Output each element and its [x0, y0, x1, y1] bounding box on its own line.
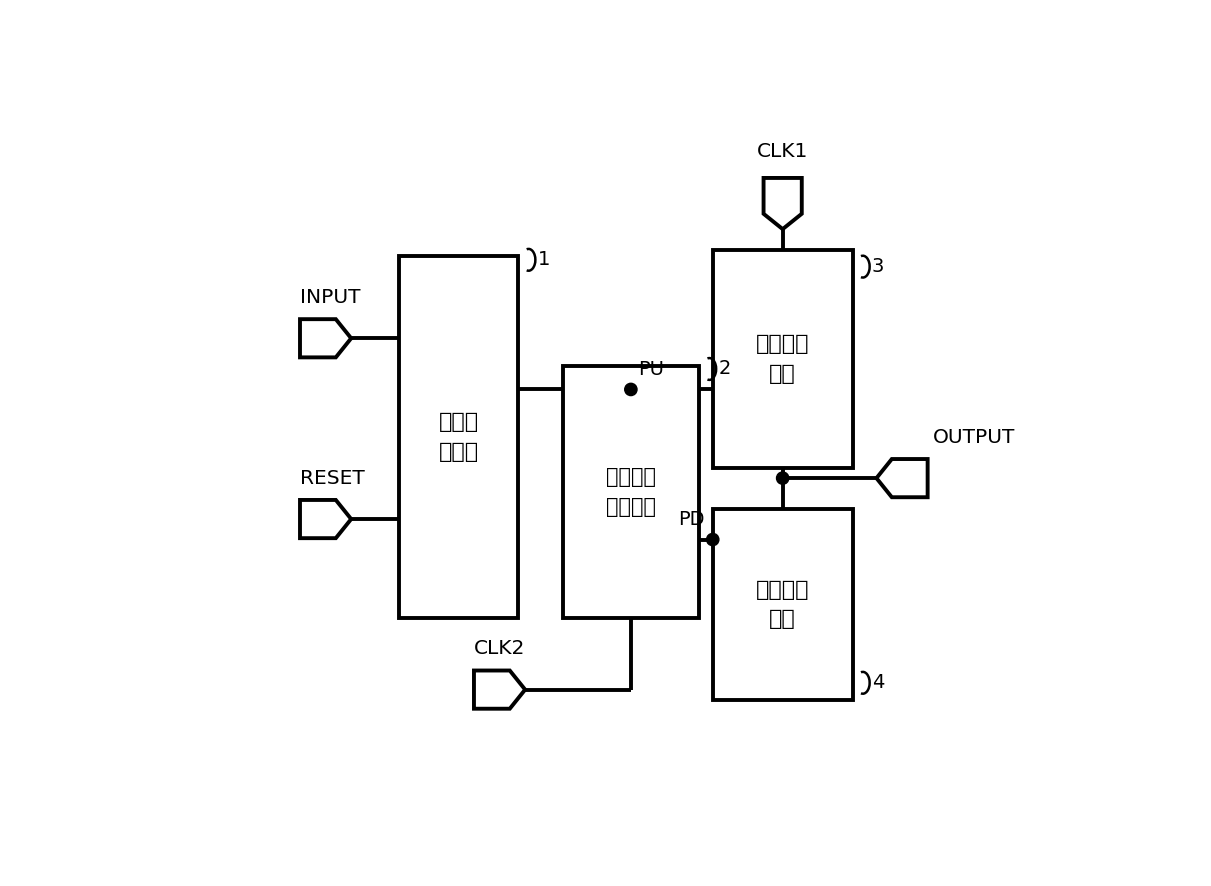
Text: 输出复位
模块: 输出复位 模块 — [756, 579, 809, 629]
Text: PU: PU — [638, 361, 664, 379]
Text: CLK1: CLK1 — [757, 142, 809, 161]
Circle shape — [776, 472, 788, 485]
Polygon shape — [474, 671, 526, 709]
Bar — [398, 256, 518, 618]
Bar — [563, 366, 699, 618]
Text: 下拉节点
控制模块: 下拉节点 控制模块 — [606, 467, 656, 517]
Bar — [713, 509, 853, 700]
Text: 2: 2 — [718, 360, 730, 378]
Text: 1: 1 — [538, 251, 550, 269]
Polygon shape — [300, 500, 351, 538]
Text: RESET: RESET — [300, 469, 365, 487]
Text: 输出控制
模块: 输出控制 模块 — [756, 334, 809, 384]
Text: 3: 3 — [872, 257, 884, 276]
Text: INPUT: INPUT — [300, 288, 361, 307]
Bar — [713, 250, 853, 468]
Circle shape — [706, 533, 719, 546]
Polygon shape — [764, 178, 802, 229]
Text: 预充复
位模块: 预充复 位模块 — [438, 412, 478, 462]
Polygon shape — [877, 459, 928, 497]
Text: OUTPUT: OUTPUT — [934, 428, 1016, 447]
Text: PD: PD — [678, 510, 705, 529]
Polygon shape — [300, 319, 351, 357]
Text: CLK2: CLK2 — [474, 639, 526, 658]
Circle shape — [625, 384, 637, 395]
Text: 4: 4 — [872, 673, 884, 692]
